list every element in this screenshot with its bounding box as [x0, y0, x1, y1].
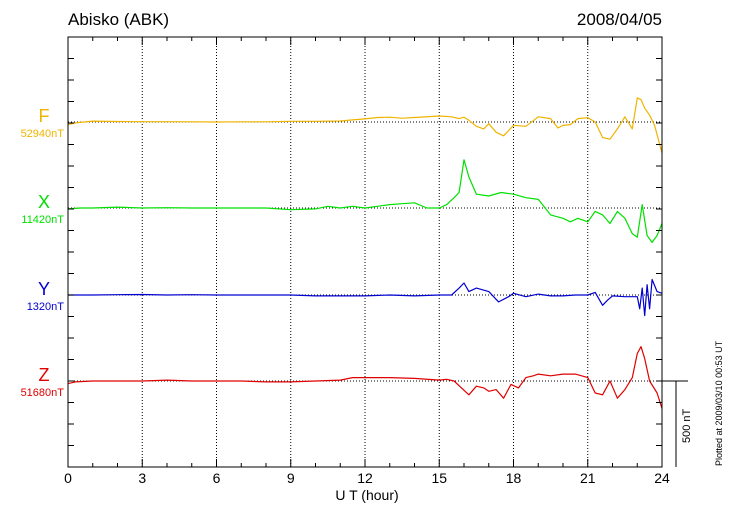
- plot-border: [67, 36, 663, 468]
- series-line-y: [68, 278, 663, 317]
- series-name-y: Y: [37, 279, 50, 299]
- plotted-timestamp: Plotted at 2009/03/10 00:53 UT: [714, 340, 724, 466]
- x-tick-label: 21: [579, 470, 596, 486]
- grid-lines: [68, 37, 662, 467]
- series-baseline-y: 1320nT: [26, 301, 64, 313]
- plot-frame: [67, 36, 688, 468]
- series-baseline-f: 52940nT: [20, 128, 64, 140]
- x-tick-label: 15: [431, 470, 448, 486]
- x-tick-label: 0: [64, 470, 72, 486]
- series-name-x: X: [37, 192, 50, 212]
- x-tick-label: 3: [138, 470, 147, 486]
- x-axis-label: U T (hour): [335, 487, 399, 503]
- series-line-f: [67, 97, 663, 154]
- x-tick-label: 18: [505, 470, 522, 486]
- series-line-z: [67, 346, 663, 409]
- date-label: 2008/04/05: [576, 10, 662, 29]
- scale-bar-label: 500 nT: [681, 408, 693, 443]
- series-baseline-x: 11420nT: [21, 214, 64, 226]
- series-line-x: [67, 159, 663, 243]
- series-baseline-z: 51680nT: [20, 387, 64, 399]
- x-tick-label: 9: [286, 470, 295, 486]
- series-traces: [67, 97, 663, 409]
- series-name-z: Z: [38, 365, 50, 385]
- x-tick-label: 24: [654, 470, 670, 486]
- station-title: Abisko (ABK): [68, 10, 170, 29]
- x-tick-label: 12: [357, 470, 373, 486]
- x-tick-label: 6: [212, 470, 221, 486]
- series-name-f: F: [38, 106, 50, 126]
